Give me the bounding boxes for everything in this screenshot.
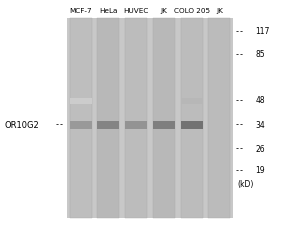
Text: HeLa: HeLa [99,8,118,14]
Text: 26: 26 [256,145,265,154]
Text: --: -- [235,50,245,59]
Text: JK: JK [160,8,167,14]
Bar [153,18,175,218]
Text: HUVEC: HUVEC [123,8,149,14]
Text: 48: 48 [256,97,265,105]
Text: 117: 117 [256,27,270,36]
Text: --: -- [55,121,65,130]
Text: --: -- [235,121,245,130]
Bar [208,18,230,218]
Text: JK: JK [216,8,223,14]
Text: --: -- [235,27,245,36]
Bar [181,18,203,218]
Bar [97,121,119,129]
Bar [181,121,203,129]
Bar [70,121,92,129]
Text: --: -- [235,145,245,154]
Bar [153,121,175,129]
Bar [125,121,147,129]
Text: OR10G2: OR10G2 [4,121,39,130]
Bar [181,98,203,104]
Text: (kD): (kD) [237,180,253,189]
Text: 85: 85 [256,50,265,59]
Text: MCF-7: MCF-7 [69,8,92,14]
Bar [67,18,233,218]
Text: --: -- [235,97,245,105]
Text: --: -- [235,166,245,175]
Bar [70,18,92,218]
Text: 19: 19 [256,166,265,175]
Bar [97,18,119,218]
Text: COLO 205: COLO 205 [173,8,210,14]
Text: 34: 34 [256,121,265,130]
Bar [125,18,147,218]
Bar [70,98,92,104]
